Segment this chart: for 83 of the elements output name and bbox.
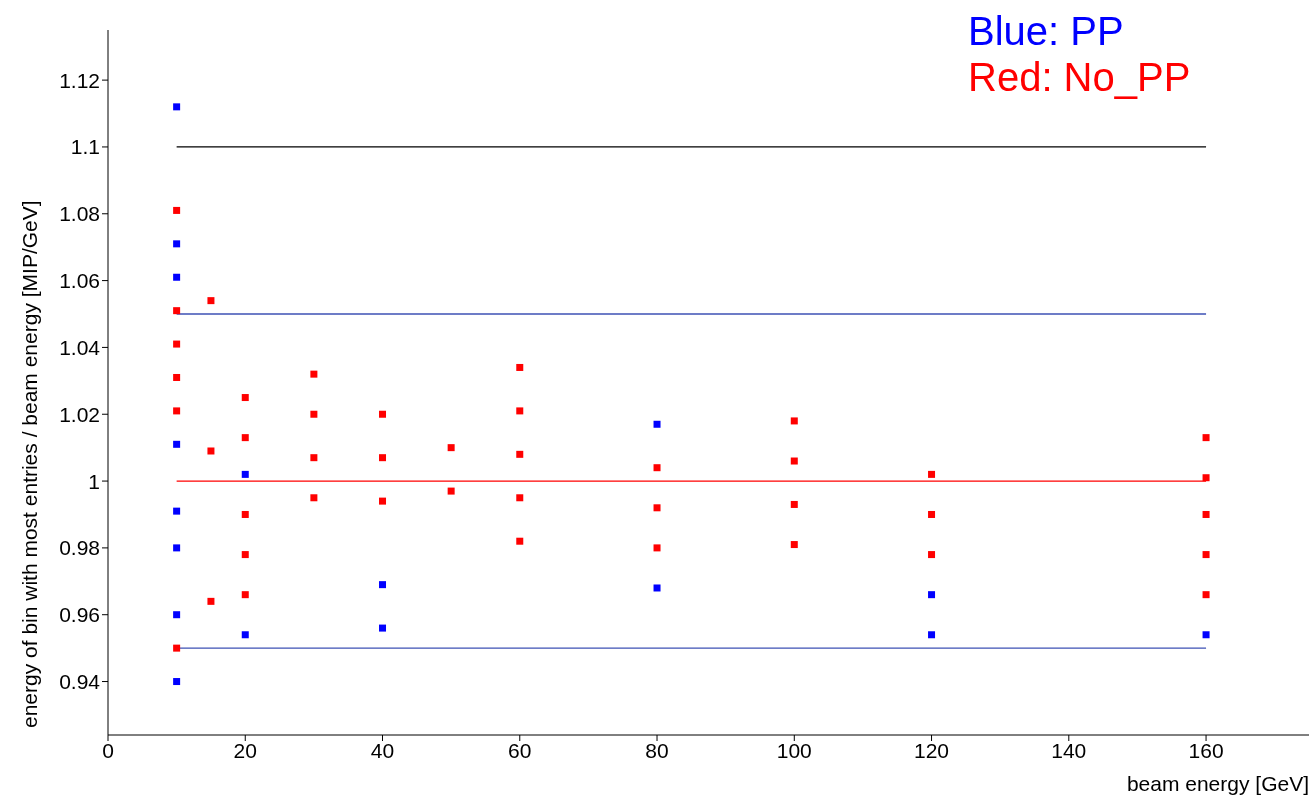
point [173,507,181,515]
point [1202,631,1210,639]
point [928,631,936,639]
point [516,363,524,371]
point [173,644,181,652]
point [516,407,524,415]
point [241,591,249,599]
x-tick-label: 100 [776,738,812,762]
point [1202,591,1210,599]
point [1202,434,1210,442]
point [653,544,661,552]
point [516,537,524,545]
point [241,394,249,402]
x-tick-label: 120 [914,738,950,762]
point [207,447,215,455]
y-tick-label: 1.12 [59,68,100,92]
y-tick-label: 1 [88,469,100,493]
point [653,464,661,472]
point [653,420,661,428]
point [790,457,798,465]
y-axis-title: energy of bin with most entries / beam energy [MIP/GeV] [18,200,42,728]
point [447,487,455,495]
point [241,631,249,639]
point [173,373,181,381]
point [653,584,661,592]
point [173,240,181,248]
point [241,510,249,518]
point [241,470,249,478]
point [310,410,318,418]
point [1202,510,1210,518]
point [928,551,936,559]
x-tick-label: 0 [102,738,114,762]
point [1202,551,1210,559]
point [173,407,181,415]
y-tick-label: 1.04 [59,335,101,359]
point [379,497,387,505]
point [1202,474,1210,482]
x-tick-label: 40 [370,738,395,762]
point [790,500,798,508]
x-tick-label: 80 [645,738,669,762]
point [653,504,661,512]
point [379,624,387,632]
x-axis-title: beam energy [GeV] [1126,772,1309,796]
point [173,273,181,281]
point [173,440,181,448]
point [173,206,181,214]
point [173,678,181,686]
y-tick-label: 1.1 [70,135,100,159]
y-tick-label: 1.02 [59,402,100,426]
point [241,434,249,442]
point [379,410,387,418]
point [790,541,798,549]
point [173,611,181,619]
text: Blue: PP [968,8,1125,54]
point [379,454,387,462]
point [207,597,215,605]
point [928,591,936,599]
y-tick-label: 1.08 [59,202,100,226]
point [516,450,524,458]
point [173,103,181,111]
y-tick-label: 0.94 [59,670,101,693]
x-tick-label: 140 [1051,738,1087,762]
point [173,544,181,552]
point [310,454,318,462]
point [928,510,936,518]
point [207,297,215,305]
point [928,470,936,478]
point [241,551,249,559]
x-tick-label: 20 [233,738,257,762]
point [173,307,181,315]
point [379,581,387,589]
point [447,444,455,452]
point [310,494,318,502]
y-tick-label: 0.96 [59,603,100,627]
point [310,370,318,378]
text: Red: No_PP [968,54,1191,100]
point [173,340,181,348]
x-tick-label: 160 [1188,738,1224,762]
point [790,417,798,425]
x-tick-label: 60 [508,738,532,762]
point [516,494,524,502]
y-tick-label: 1.06 [59,269,100,293]
y-tick-label: 0.98 [59,536,100,560]
